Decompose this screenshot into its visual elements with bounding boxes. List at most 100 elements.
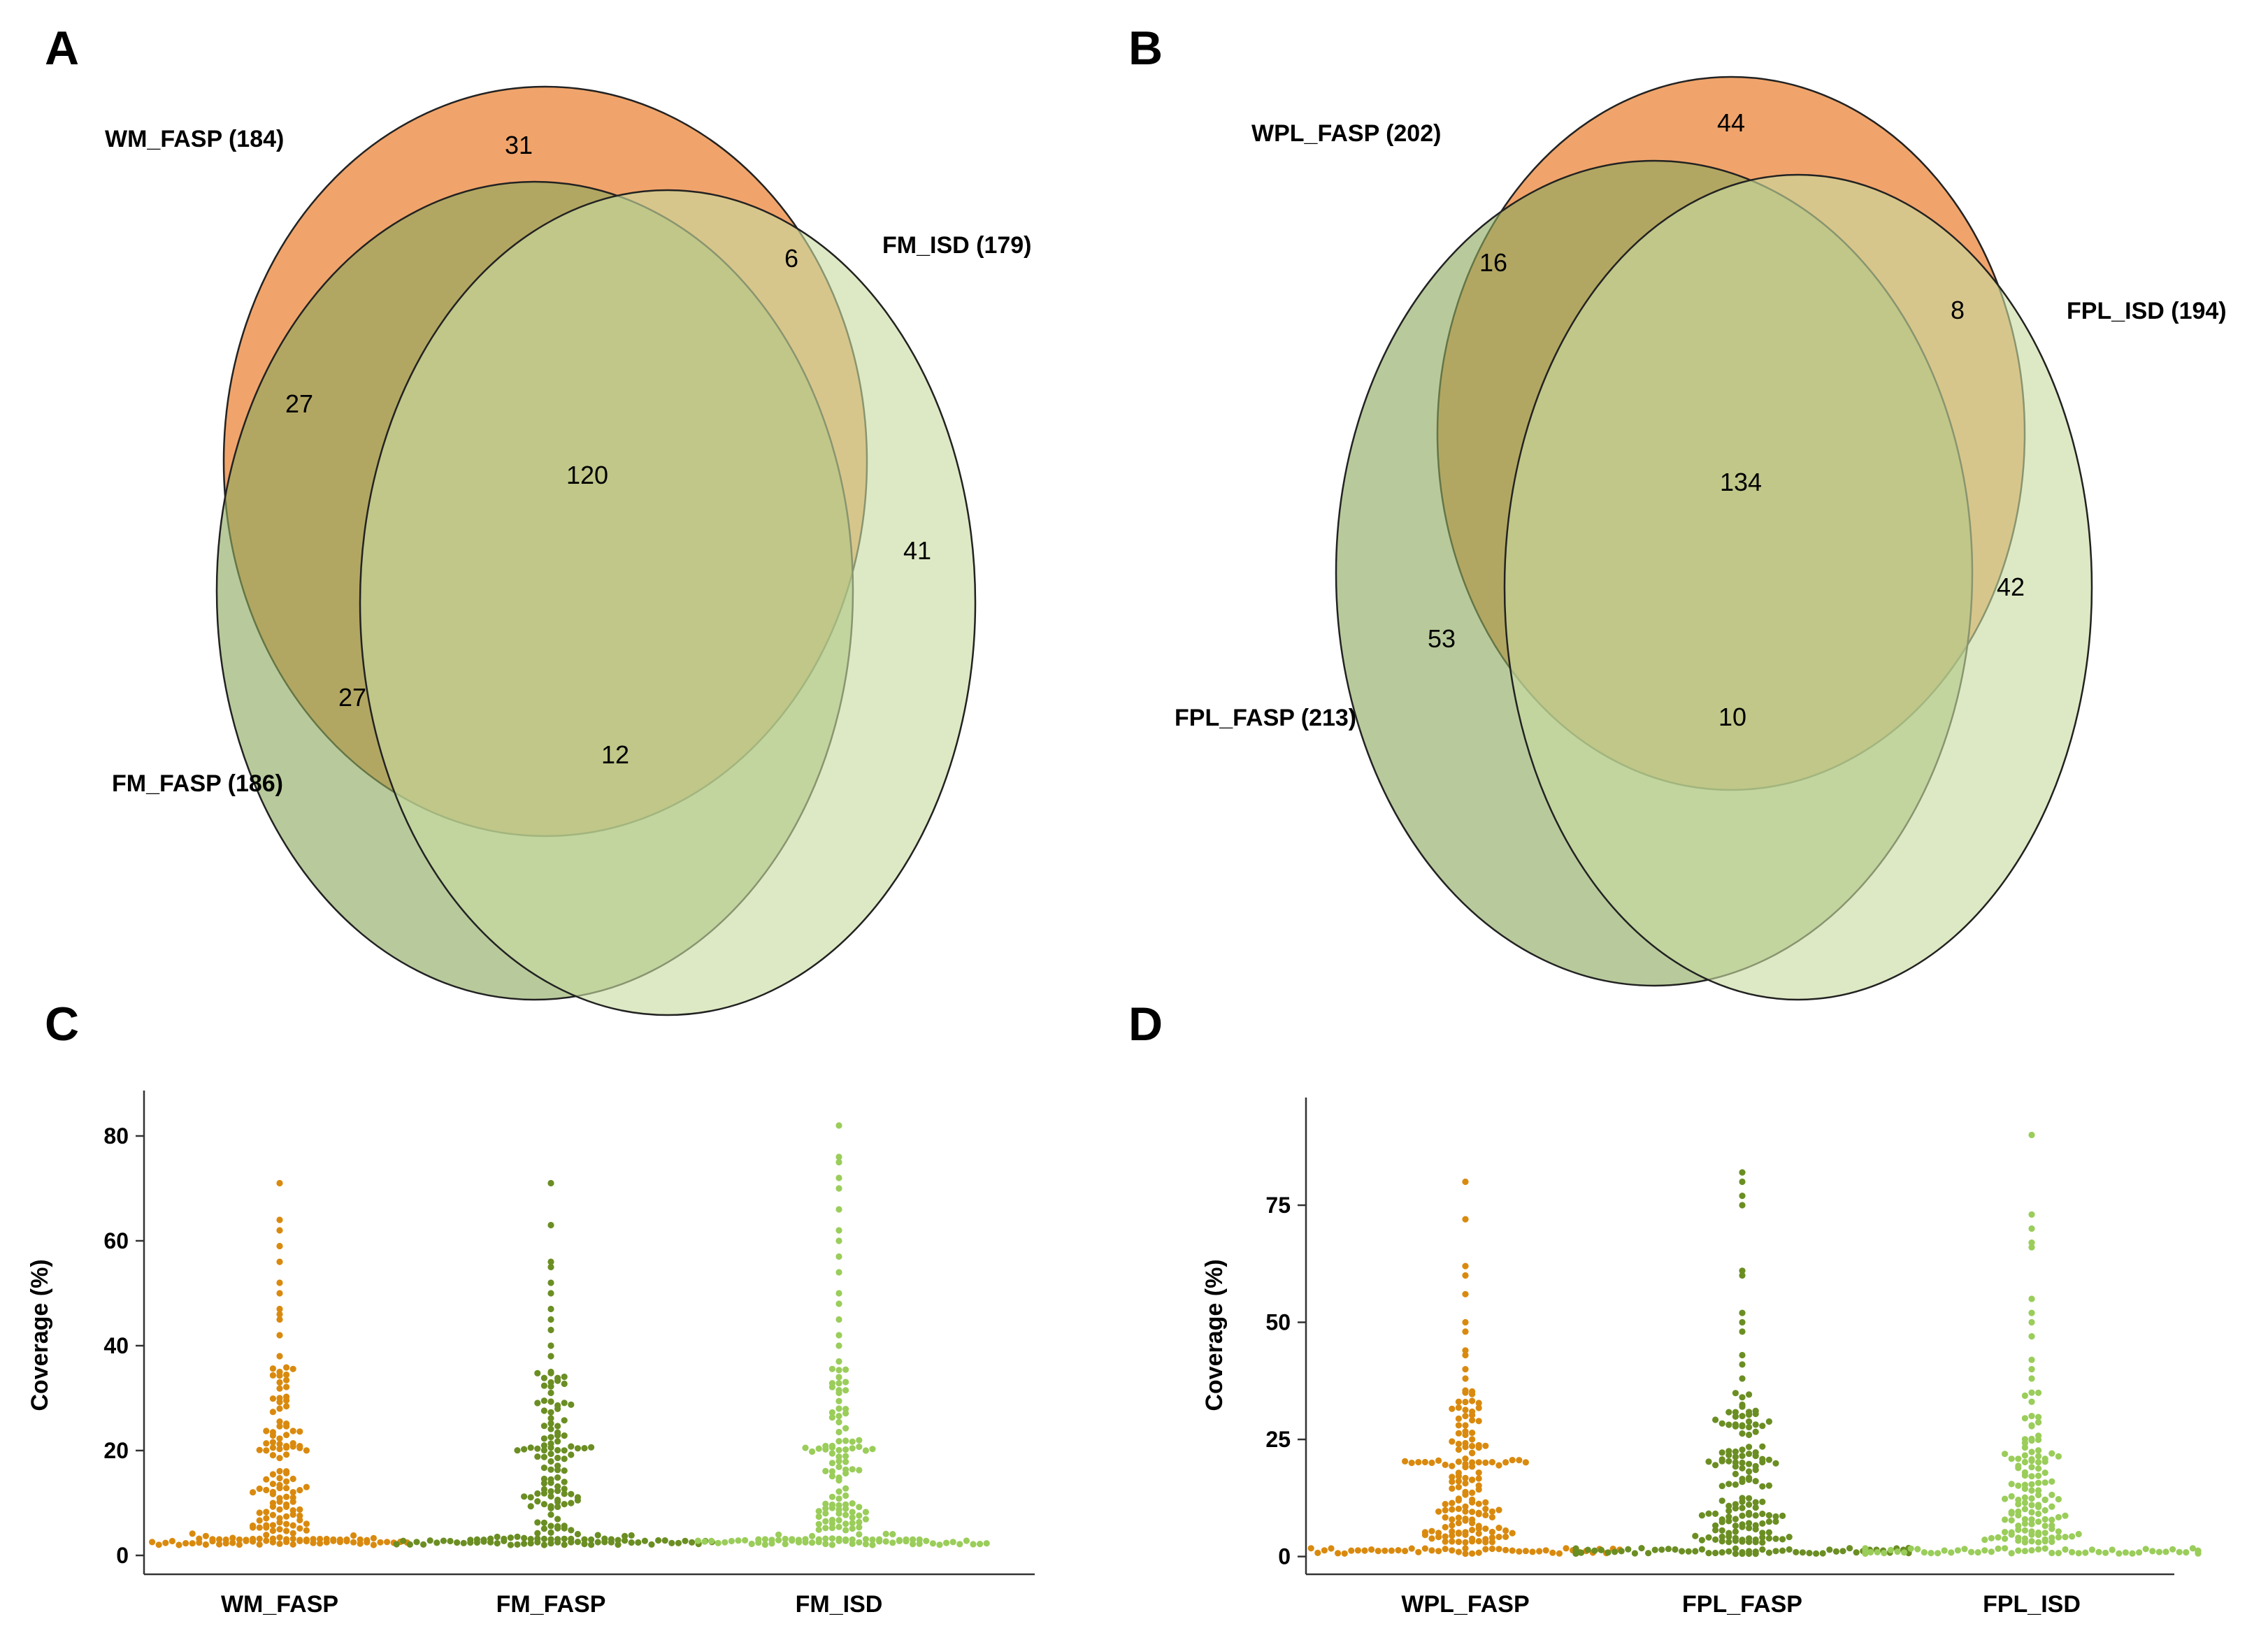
point-fpl-fasp-180: [1631, 1550, 1638, 1557]
point-fm-isd-118: [809, 1532, 816, 1539]
point-wpl-fasp-136: [1475, 1530, 1482, 1537]
point-fm-fasp-92: [540, 1501, 548, 1508]
point-fpl-fasp-165: [1799, 1549, 1806, 1556]
point-wpl-fasp-166: [1421, 1545, 1428, 1552]
point-fpl-isd-134: [2021, 1548, 2028, 1555]
count-wm-fasp-fm-isd: 6: [784, 244, 798, 273]
point-fpl-fasp-163: [1793, 1548, 1800, 1555]
point-fm-isd-58: [842, 1458, 849, 1465]
point-fpl-isd-70: [2055, 1496, 2062, 1503]
point-fpl-isd-69: [2008, 1492, 2015, 1500]
point-wm-fasp-31: [276, 1418, 283, 1425]
point-fm-fasp-60: [540, 1453, 548, 1460]
point-fm-fasp-161: [628, 1539, 635, 1546]
point-fm-fasp-122: [581, 1536, 588, 1543]
point-fm-isd-75: [835, 1502, 842, 1509]
point-fpl-fasp-18: [1732, 1409, 1739, 1416]
point-wm-fasp-17: [283, 1371, 290, 1379]
point-wpl-fasp-178: [1381, 1547, 1388, 1554]
point-fpl-fasp-88: [1718, 1497, 1725, 1504]
point-fpl-fasp-136: [1705, 1534, 1712, 1541]
y-tick-label-c-0: 0: [116, 1543, 129, 1568]
point-fpl-fasp-182: [1625, 1546, 1632, 1553]
point-fpl-isd-146: [1981, 1547, 1988, 1554]
point-fpl-fasp-115: [1712, 1522, 1719, 1529]
point-fpl-fasp-103: [1772, 1513, 1779, 1520]
point-fm-isd-178: [983, 1540, 990, 1547]
point-fpl-isd-121: [1995, 1534, 2002, 1541]
point-fpl-fasp-113: [1718, 1518, 1725, 1525]
point-fpl-isd-150: [1968, 1548, 1975, 1555]
point-wpl-fasp-51: [1475, 1459, 1482, 1466]
point-fpl-fasp-89: [1739, 1504, 1746, 1511]
point-wm-fasp-1: [276, 1216, 283, 1223]
point-fpl-fasp-173: [1826, 1546, 1833, 1553]
point-fpl-fasp-61: [1765, 1456, 1772, 1463]
count-all-three-b: 134: [1720, 468, 1762, 496]
point-fm-fasp-180: [406, 1541, 414, 1548]
point-wpl-fasp-114: [1462, 1517, 1469, 1524]
point-fm-isd-5: [835, 1206, 842, 1213]
point-wm-fasp-94: [283, 1513, 290, 1520]
point-fm-isd-136: [842, 1537, 849, 1544]
point-wm-fasp-41: [269, 1432, 276, 1439]
point-fpl-isd-131: [2048, 1538, 2055, 1546]
point-wpl-fasp-68: [1469, 1463, 1476, 1470]
point-fm-isd-73: [842, 1492, 849, 1499]
point-fm-isd-131: [910, 1536, 917, 1543]
point-fm-isd-146: [876, 1538, 883, 1545]
point-wpl-fasp-40: [1449, 1438, 1456, 1445]
count-wpl-fasp-only: 44: [1717, 108, 1745, 137]
point-fm-isd-65: [856, 1467, 863, 1474]
y-ticks-d: 0 25 50 75: [1265, 1193, 1306, 1569]
point-fpl-isd-140: [2002, 1545, 2009, 1552]
point-fpl-isd-20: [2035, 1419, 2042, 1426]
point-wpl-fasp-188: [1348, 1547, 1355, 1554]
point-fpl-fasp-102: [1712, 1510, 1719, 1517]
point-wm-fasp-30: [269, 1409, 276, 1416]
point-wm-fasp-64: [289, 1475, 296, 1483]
point-fm-fasp-1: [547, 1221, 554, 1229]
point-wm-fasp-164: [343, 1538, 350, 1545]
point-fpl-fasp-184: [1618, 1548, 1625, 1555]
count-wm-fasp-only: 31: [505, 131, 533, 159]
point-fpl-fasp-210: [1746, 1550, 1753, 1558]
point-wm-fasp-131: [229, 1534, 236, 1541]
point-wm-fasp-54: [256, 1446, 263, 1453]
point-fpl-fasp-82: [1739, 1498, 1746, 1505]
point-fpl-isd-85: [2028, 1516, 2035, 1523]
point-fm-isd-91: [849, 1514, 856, 1521]
point-fm-isd-87: [862, 1509, 869, 1516]
point-wpl-fasp-133: [1462, 1531, 1469, 1538]
point-fpl-isd-54: [2035, 1479, 2042, 1486]
point-wm-fasp-153: [250, 1538, 257, 1545]
point-wm-fasp-79: [283, 1493, 290, 1500]
point-fm-isd-125: [889, 1531, 896, 1538]
point-fm-fasp-69: [561, 1467, 568, 1474]
point-fm-fasp-140: [540, 1541, 548, 1548]
point-wpl-fasp-54: [1442, 1461, 1449, 1468]
point-fm-isd-20: [835, 1380, 842, 1387]
point-fm-fasp-81: [547, 1492, 554, 1500]
point-fpl-isd-179: [2189, 1545, 2196, 1552]
point-fpl-fasp-186: [1612, 1548, 1619, 1555]
point-fm-isd-103: [835, 1523, 842, 1530]
point-fm-isd-31: [835, 1413, 842, 1420]
point-fm-fasp-151: [594, 1539, 601, 1546]
point-fpl-fasp-93: [1725, 1507, 1732, 1514]
x-tick-label-c-0: WM_FASP: [221, 1591, 338, 1618]
point-fm-fasp-100: [547, 1511, 554, 1518]
point-wpl-fasp-85: [1449, 1485, 1456, 1492]
point-fpl-fasp-85: [1752, 1499, 1759, 1506]
point-fm-isd-53: [802, 1444, 809, 1451]
point-wpl-fasp-84: [1475, 1486, 1482, 1493]
point-fm-isd-128: [775, 1531, 782, 1538]
point-fm-fasp-73: [547, 1479, 554, 1486]
point-fm-fasp-132: [615, 1537, 622, 1544]
point-wpl-fasp-58: [1428, 1459, 1435, 1467]
point-fpl-fasp-16: [1739, 1403, 1746, 1410]
point-wpl-fasp-80: [1449, 1478, 1456, 1486]
point-fm-fasp-163: [635, 1539, 642, 1546]
point-fpl-isd-158: [1941, 1547, 1948, 1554]
point-wpl-fasp-37: [1469, 1443, 1476, 1450]
